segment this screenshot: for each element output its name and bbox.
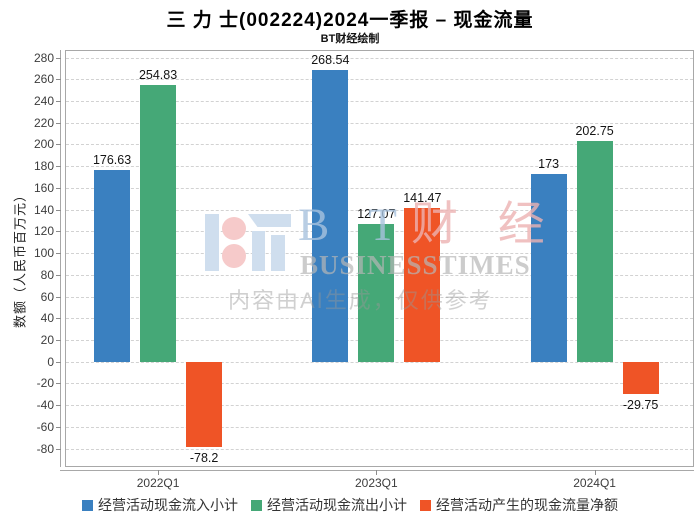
y-axis-line <box>60 50 61 467</box>
gridline <box>66 57 693 59</box>
x-tick-mark <box>376 470 378 475</box>
plot-area <box>65 50 694 467</box>
y-tick-mark <box>56 101 61 103</box>
gridline <box>66 361 693 363</box>
y-tick-label: -20 <box>36 376 54 391</box>
bar-value-label: 127.07 <box>357 206 396 221</box>
y-tick-label: 160 <box>33 180 54 195</box>
bar-value-label: 173 <box>538 156 560 171</box>
y-tick-label: 0 <box>47 354 54 369</box>
y-tick-label: 220 <box>33 115 54 130</box>
y-tick-label: 100 <box>33 246 54 261</box>
bar-value-label: -29.75 <box>622 397 659 412</box>
y-tick-mark <box>56 318 61 320</box>
x-tick-label: 2022Q1 <box>136 476 180 490</box>
bar-value-label: 176.63 <box>92 152 132 167</box>
bar-2022Q1-s1 <box>140 84 177 362</box>
legend-item: 经营活动现金流出小计 <box>251 495 407 515</box>
y-tick-mark <box>56 339 61 341</box>
y-tick-mark <box>56 405 61 407</box>
bar-value-label: 141.47 <box>403 191 442 206</box>
gridline <box>66 405 693 407</box>
bar-2022Q1-s0 <box>94 169 131 362</box>
legend-swatch-icon <box>420 499 431 511</box>
bar-2024Q1-s1 <box>576 141 613 362</box>
chart-title: 三 力 士(002224)2024一季报 – 现金流量 <box>166 10 534 31</box>
legend: 经营活动现金流入小计 经营活动现金流出小计 经营活动产生的现金流量净额 <box>0 493 700 517</box>
y-tick-mark <box>56 426 61 428</box>
legend-item: 经营活动现金流入小计 <box>82 495 238 515</box>
bar-value-label: -78.2 <box>189 450 219 465</box>
gridline <box>66 101 693 103</box>
gridline <box>66 383 693 385</box>
bar-2024Q1-s0 <box>530 173 567 362</box>
y-tick-label: -40 <box>36 398 54 413</box>
y-tick-label: 20 <box>40 332 54 347</box>
x-tick-label: 2024Q1 <box>573 476 616 490</box>
y-tick-mark <box>56 187 61 189</box>
bar-2022Q1-s2 <box>186 361 223 447</box>
y-tick-mark <box>56 383 61 385</box>
legend-item: 经营活动产生的现金流量净额 <box>420 495 618 515</box>
y-tick-mark <box>56 57 61 59</box>
legend-swatch-icon <box>82 499 93 511</box>
y-tick-label: 80 <box>40 267 54 282</box>
gridline <box>66 448 693 450</box>
y-tick-label: 200 <box>33 137 54 152</box>
bar-2023Q1-s0 <box>312 70 349 362</box>
gridline <box>66 209 693 211</box>
gridline <box>66 144 693 146</box>
gridline <box>66 426 693 428</box>
legend-label: 经营活动产生的现金流量净额 <box>436 497 618 513</box>
y-tick-mark <box>56 231 61 233</box>
chart-subtitle: BT财经绘制 <box>320 33 380 45</box>
y-tick-label: 140 <box>33 202 54 217</box>
y-tick-label: 120 <box>33 224 54 239</box>
x-tick-label: 2023Q1 <box>354 476 398 490</box>
y-tick-label: 40 <box>40 311 54 326</box>
gridline <box>66 187 693 189</box>
y-tick-mark <box>56 144 61 146</box>
bar-value-label: 202.75 <box>575 124 614 139</box>
bar-value-label: 254.83 <box>138 67 178 82</box>
y-tick-label: -60 <box>36 419 54 434</box>
y-tick-label: 280 <box>33 50 54 65</box>
x-tick-mark <box>158 470 160 475</box>
y-tick-mark <box>56 361 61 363</box>
y-tick-label: 240 <box>33 94 54 109</box>
y-tick-mark <box>56 253 61 255</box>
y-tick-mark <box>56 122 61 124</box>
y-tick-label: 60 <box>40 289 54 304</box>
gridline <box>66 166 693 168</box>
y-tick-mark <box>56 79 61 81</box>
y-tick-label: -80 <box>36 441 54 456</box>
gridline <box>66 79 693 81</box>
y-tick-label: 260 <box>33 72 54 87</box>
bar-value-label: 268.54 <box>311 53 350 68</box>
y-tick-mark <box>56 296 61 298</box>
legend-label: 经营活动现金流出小计 <box>267 497 407 513</box>
y-tick-label: 180 <box>33 159 54 174</box>
bar-2024Q1-s2 <box>622 361 659 394</box>
y-tick-mark <box>56 274 61 276</box>
x-tick-mark <box>594 470 596 475</box>
gridline <box>66 122 693 124</box>
bar-2023Q1-s2 <box>404 208 441 362</box>
y-tick-mark <box>56 448 61 450</box>
bar-2023Q1-s1 <box>358 223 395 362</box>
y-tick-mark <box>56 166 61 168</box>
y-tick-mark <box>56 209 61 211</box>
legend-label: 经营活动现金流入小计 <box>98 497 238 513</box>
legend-swatch-icon <box>251 499 262 511</box>
